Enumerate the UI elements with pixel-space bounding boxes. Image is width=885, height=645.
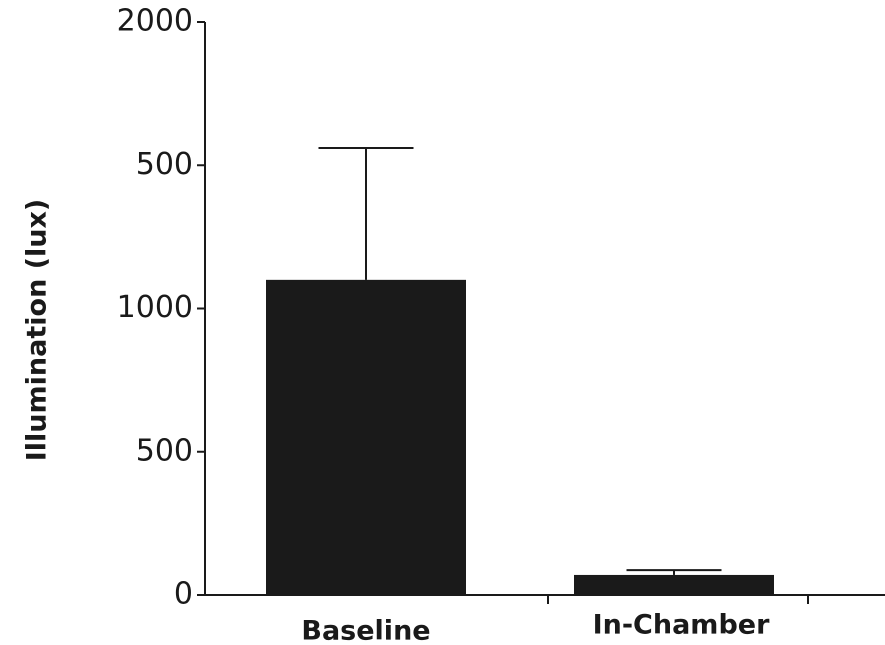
y-tick-label: 1000 (117, 290, 193, 325)
x-tick-label: In-Chamber (593, 610, 771, 641)
y-tick-label: 0 (174, 577, 193, 612)
y-tick-label: 500 (136, 433, 193, 468)
y-axis-label: Illumination (lux) (22, 199, 53, 462)
y-tick-label: 2000 (117, 4, 193, 39)
bar (574, 574, 774, 595)
x-tick-label: Baseline (301, 616, 430, 645)
y-tick-label: 500 (136, 147, 193, 182)
bar (266, 279, 466, 595)
